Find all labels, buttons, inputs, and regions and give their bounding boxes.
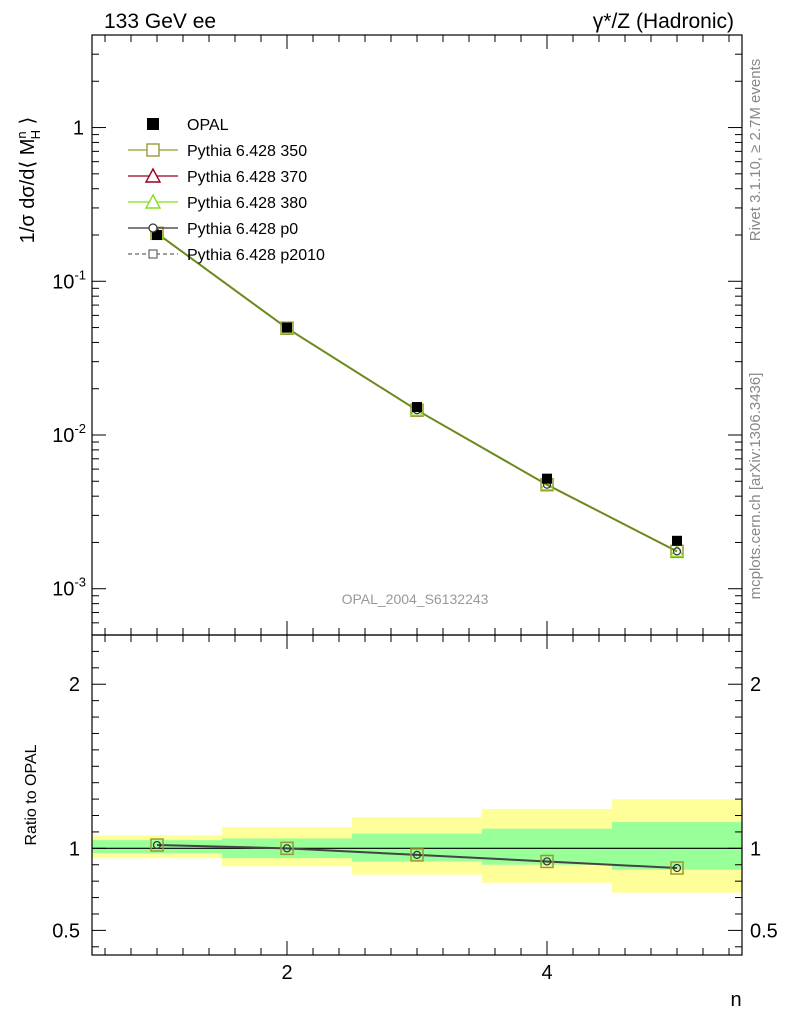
ratio-marker-p0 bbox=[672, 863, 682, 873]
ratio-marker-p0 bbox=[152, 840, 162, 850]
legend-label: Pythia 6.428 350 bbox=[187, 143, 307, 160]
y-tick-label-main: 1 bbox=[73, 118, 84, 140]
marker-opal bbox=[672, 535, 682, 546]
data-series bbox=[149, 226, 685, 875]
legend-label: OPAL bbox=[187, 117, 229, 134]
legend-item: Pythia 6.428 350 bbox=[128, 143, 307, 160]
marker-opal bbox=[542, 473, 552, 484]
marker-opal bbox=[282, 322, 292, 333]
legend-label: Pythia 6.428 380 bbox=[187, 195, 307, 212]
legend-marker bbox=[144, 167, 162, 183]
main-ylabel: 1/σ dσ/d⟨ MnH ⟩ bbox=[14, 117, 43, 244]
ratio-marker-p0 bbox=[282, 844, 292, 853]
legend-item: OPAL bbox=[147, 117, 229, 134]
y-tick-label-main: 10-1 bbox=[52, 267, 86, 293]
y-tick-label-ratio: 2 bbox=[69, 674, 80, 696]
y-tick-label-ratio-right: 2 bbox=[750, 674, 761, 696]
tick-labels: 1 10-1 10-2 10-3 2 2 1 1 0.5 0.5 2 4 bbox=[52, 118, 778, 984]
y-tick-label-ratio: 0.5 bbox=[52, 920, 80, 942]
legend-marker bbox=[147, 118, 159, 130]
ratio-marker-350 bbox=[540, 854, 554, 869]
legend-label: Pythia 6.428 p0 bbox=[187, 221, 298, 238]
ratio-ylabel: Ratio to OPAL bbox=[23, 744, 40, 845]
ratio-marker-350 bbox=[670, 861, 684, 875]
legend-label: Pythia 6.428 p2010 bbox=[187, 247, 325, 264]
rivet-label: Rivet 3.1.10, ≥ 2.7M events bbox=[747, 59, 764, 242]
ratio-band-stat-1 bbox=[92, 840, 222, 854]
svg-text:1/σ dσ/d⟨ MnH ⟩: 1/σ dσ/d⟨ MnH ⟩ bbox=[14, 117, 43, 244]
marker-opal bbox=[412, 402, 422, 413]
x-tick-label: 2 bbox=[281, 962, 292, 984]
y-tick-label-main: 10-2 bbox=[52, 421, 86, 447]
legend-marker bbox=[144, 193, 162, 209]
legend-marker bbox=[148, 249, 158, 259]
ratio-marker-350 bbox=[410, 848, 424, 862]
legend-label: Pythia 6.428 370 bbox=[187, 169, 307, 186]
mcplots-label: mcplots.cern.ch [arXiv:1306.3436] bbox=[747, 373, 764, 600]
marker-opal bbox=[152, 230, 162, 240]
y-tick-label-ratio-right: 0.5 bbox=[750, 920, 778, 942]
ratio-marker-p0 bbox=[542, 857, 552, 866]
legend-marker bbox=[148, 223, 158, 233]
legend-item: Pythia 6.428 380 bbox=[128, 193, 307, 212]
ratio-marker-350 bbox=[280, 841, 294, 856]
axis-ticks bbox=[92, 34, 742, 955]
x-tick-label: 4 bbox=[541, 962, 552, 984]
legend-item: Pythia 6.428 p0 bbox=[128, 221, 298, 238]
header-right: γ*/Z (Hadronic) bbox=[593, 10, 734, 33]
legend-marker bbox=[146, 143, 160, 157]
legend-item: Pythia 6.428 p2010 bbox=[128, 247, 325, 264]
analysis-watermark: OPAL_2004_S6132243 bbox=[342, 591, 489, 607]
y-tick-label-ratio: 1 bbox=[69, 838, 80, 860]
legend-item: Pythia 6.428 370 bbox=[128, 167, 307, 186]
ratio-marker-350 bbox=[150, 838, 164, 852]
mc-line-main bbox=[156, 232, 678, 553]
x-axis-label: n bbox=[730, 989, 741, 1011]
ratio-marker-p0 bbox=[412, 850, 422, 859]
y-tick-label-ratio-right: 1 bbox=[750, 838, 761, 860]
legend: OPAL Pythia 6.428 350 Pythia 6.428 370 Pyth… bbox=[128, 117, 325, 264]
y-tick-label-main: 10-3 bbox=[52, 575, 86, 601]
header-left: 133 GeV ee bbox=[104, 10, 216, 33]
marker-p0 bbox=[672, 547, 682, 556]
ratio-frame bbox=[91, 634, 743, 956]
mc-line-ratio bbox=[156, 844, 678, 870]
